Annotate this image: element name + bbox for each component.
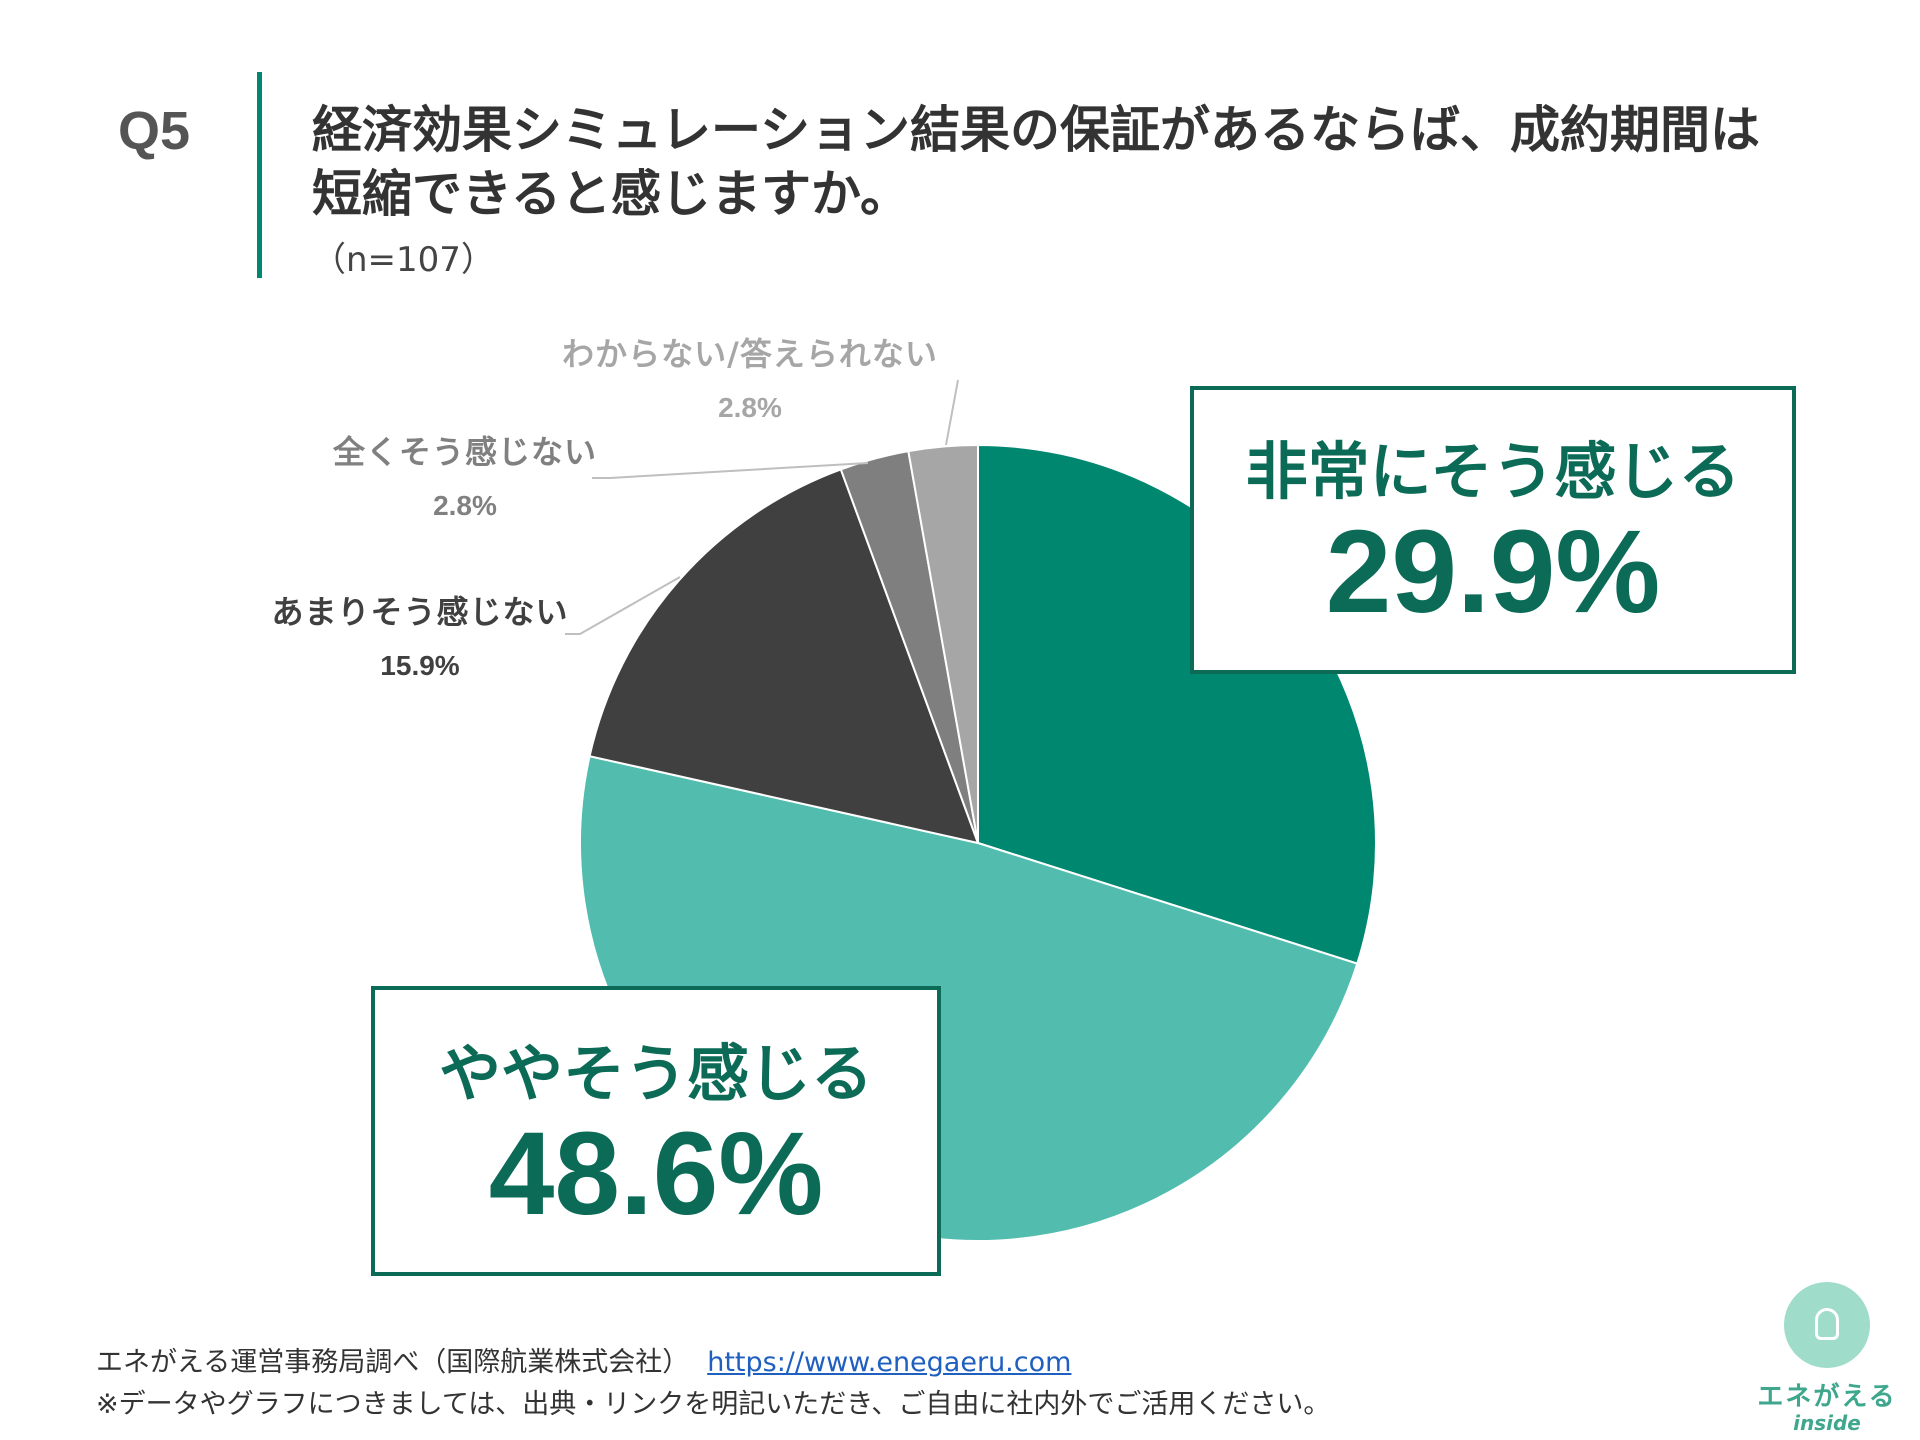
leader-line-not-at-all [592, 462, 869, 479]
label-slightly-not-value: 15.9% [380, 650, 460, 681]
footer-source-text: エネがえる運営事務局調べ（国際航業株式会社） [96, 1347, 690, 1378]
footer-source: エネがえる運営事務局調べ（国際航業株式会社） https://www.enegae… [96, 1340, 1071, 1379]
callout-very-much-value: 29.9% [1325, 506, 1661, 638]
label-slightly-not: あまりそう感じない 15.9% [250, 590, 590, 688]
logo-badge [1784, 1282, 1870, 1368]
logo-sub: inside [1793, 1411, 1861, 1435]
question-number: Q5 [118, 101, 191, 161]
callout-somewhat-value: 48.6% [488, 1108, 824, 1240]
lightbulb-icon [1815, 1308, 1839, 1340]
callout-very-much-label: 非常にそう感じる [1245, 435, 1741, 508]
footer-url-link[interactable]: https://www.enegaeru.com [707, 1347, 1072, 1378]
callout-somewhat-label: ややそう感じる [438, 1037, 873, 1110]
leader-lines [565, 379, 959, 635]
title-line-1: 経済効果シミュレーション結果の保証があるならば、成約期間は [312, 101, 1760, 159]
label-not-at-all-value: 2.8% [433, 490, 497, 521]
footer-note: ※データやグラフにつきましては、出典・リンクを明記いただき、ご自由に社内外でご活… [96, 1389, 1331, 1420]
title-line-2: 短縮できると感じますか。 [312, 165, 910, 223]
leader-line-unknown [945, 379, 959, 446]
label-unknown-name: わからない/答えられない [562, 335, 938, 373]
label-not-at-all: 全くそう感じない 2.8% [310, 430, 620, 528]
page-title: 経済効果シミュレーション結果の保証があるならば、成約期間は 短縮できると感じます… [312, 98, 1812, 226]
slice-slightly-not [588, 468, 980, 845]
callout-very-much: 非常にそう感じる 29.9% [1190, 386, 1796, 674]
label-unknown-value: 2.8% [718, 392, 782, 423]
logo: エネがえる inside [1752, 1282, 1902, 1435]
callout-somewhat: ややそう感じる 48.6% [371, 986, 941, 1276]
header-divider [257, 72, 262, 278]
label-unknown: わからない/答えられない 2.8% [540, 332, 960, 430]
sample-size: （n=107） [312, 240, 495, 280]
label-not-at-all-name: 全くそう感じない [332, 433, 597, 471]
leader-line-slightly-not [565, 576, 681, 635]
label-slightly-not-name: あまりそう感じない [271, 593, 569, 631]
slice-unknown [907, 443, 979, 844]
logo-name: エネがえる [1757, 1382, 1897, 1412]
